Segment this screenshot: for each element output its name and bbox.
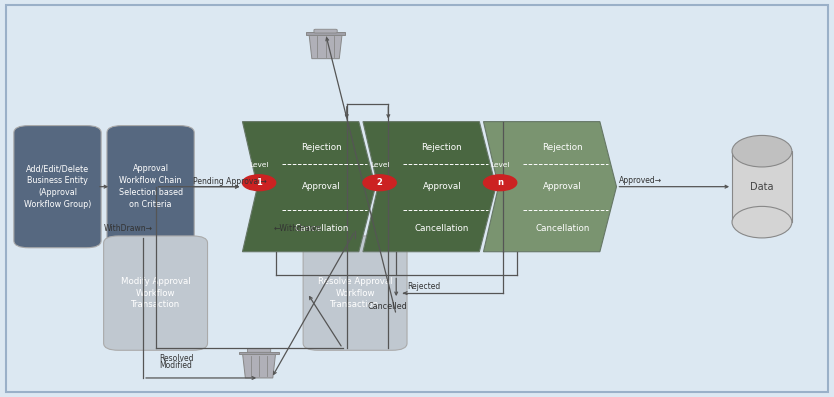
Text: Pending Approval→: Pending Approval→ [193,177,266,187]
FancyBboxPatch shape [103,236,208,350]
Text: ←Withdrawn: ←Withdrawn [274,224,322,233]
Text: Add/Edit/Delete
Business Entity
(Approval
Workflow Group): Add/Edit/Delete Business Entity (Approva… [24,164,91,209]
Polygon shape [243,354,275,378]
Ellipse shape [732,206,791,238]
Text: Approval: Approval [302,182,341,191]
Text: Rejected: Rejected [407,281,440,291]
Text: WithDrawn→: WithDrawn→ [103,224,153,233]
Text: 2: 2 [377,178,383,187]
Text: Data: Data [751,182,774,192]
Text: Level: Level [249,162,269,168]
Ellipse shape [732,135,791,167]
Circle shape [363,175,396,191]
Text: n: n [497,178,503,187]
Text: Approved→: Approved→ [619,176,662,185]
Text: Cancellation: Cancellation [414,224,469,233]
Polygon shape [309,35,342,59]
Text: Approval: Approval [423,182,461,191]
Text: Cancellation: Cancellation [294,224,349,233]
Text: Modify Approval
Workflow
Transaction: Modify Approval Workflow Transaction [121,277,190,309]
FancyBboxPatch shape [303,236,407,350]
Bar [732,151,791,222]
Circle shape [484,175,517,191]
Text: 1: 1 [256,178,262,187]
Polygon shape [363,121,496,252]
Text: Rejection: Rejection [542,143,583,152]
FancyBboxPatch shape [107,125,194,248]
Polygon shape [484,121,616,252]
Text: Resolved: Resolved [160,354,194,363]
Text: Level: Level [490,162,510,168]
Text: Approval
Workflow Chain
Selection based
on Criteria: Approval Workflow Chain Selection based … [118,164,183,209]
Bar [306,32,345,35]
Text: Rejection: Rejection [301,143,342,152]
Bar [239,351,279,354]
Text: Level: Level [369,162,389,168]
Circle shape [243,175,276,191]
Polygon shape [243,121,375,252]
Text: Resolve Approval
Workflow
Transaction: Resolve Approval Workflow Transaction [318,277,392,309]
FancyBboxPatch shape [248,349,271,352]
Text: Cancellation: Cancellation [535,224,590,233]
Text: Rejection: Rejection [422,143,462,152]
FancyBboxPatch shape [314,29,337,33]
Text: Modified: Modified [160,361,193,370]
Text: Cancelled: Cancelled [367,303,407,311]
FancyBboxPatch shape [14,125,101,248]
Text: Approval: Approval [543,182,582,191]
